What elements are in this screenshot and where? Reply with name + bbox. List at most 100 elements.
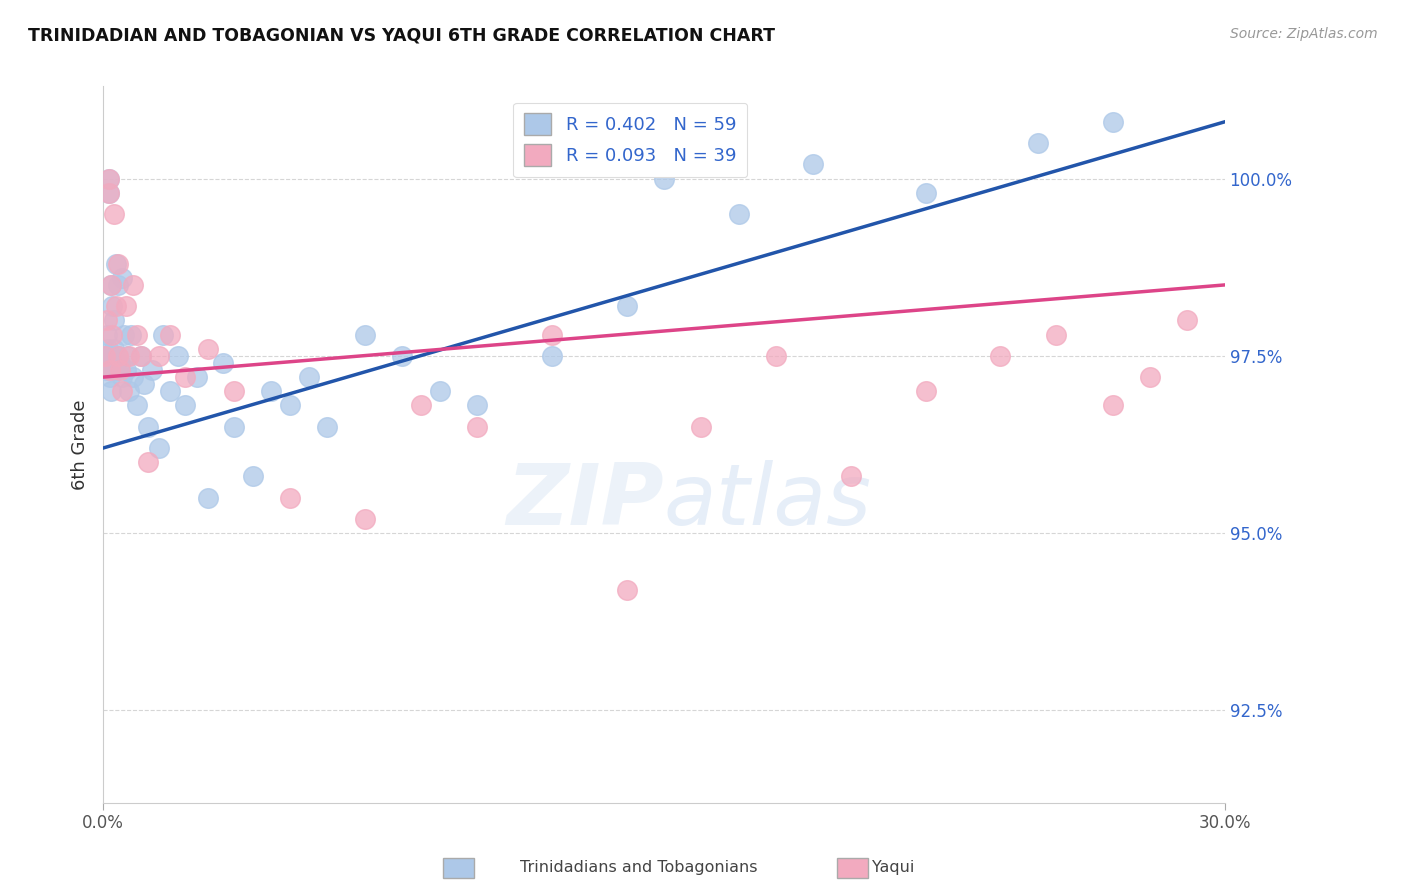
Point bbox=[429, 384, 451, 399]
Point bbox=[94, 349, 117, 363]
Point bbox=[914, 384, 936, 399]
Point bbox=[100, 349, 122, 363]
Point bbox=[540, 327, 562, 342]
Point bbox=[148, 349, 170, 363]
Point bbox=[100, 384, 122, 399]
Point bbox=[98, 363, 121, 377]
Point bbox=[103, 363, 125, 377]
Point bbox=[111, 370, 134, 384]
Point bbox=[107, 349, 129, 363]
Point bbox=[141, 363, 163, 377]
Point bbox=[96, 327, 118, 342]
Point bbox=[118, 349, 141, 363]
Point bbox=[98, 370, 121, 384]
Point bbox=[278, 491, 301, 505]
Point bbox=[353, 327, 375, 342]
Point bbox=[1175, 313, 1198, 327]
Point bbox=[174, 370, 197, 384]
Point bbox=[803, 157, 825, 171]
Point bbox=[159, 384, 181, 399]
Point bbox=[316, 419, 339, 434]
Point bbox=[167, 349, 190, 363]
Point bbox=[94, 349, 117, 363]
Point bbox=[94, 363, 117, 377]
Y-axis label: 6th Grade: 6th Grade bbox=[72, 400, 89, 490]
Point bbox=[652, 171, 675, 186]
Point bbox=[129, 349, 152, 363]
Point bbox=[136, 419, 159, 434]
Point bbox=[222, 419, 245, 434]
Point bbox=[117, 349, 139, 363]
Point bbox=[690, 419, 713, 434]
Legend: R = 0.402   N = 59, R = 0.093   N = 39: R = 0.402 N = 59, R = 0.093 N = 39 bbox=[513, 103, 747, 178]
Text: Trinidadians and Tobagonians: Trinidadians and Tobagonians bbox=[520, 861, 758, 875]
Text: atlas: atlas bbox=[664, 460, 872, 543]
Point bbox=[105, 257, 128, 271]
Point bbox=[101, 356, 124, 370]
Point bbox=[211, 356, 233, 370]
Point bbox=[914, 186, 936, 200]
Point bbox=[97, 342, 120, 356]
Point bbox=[105, 299, 128, 313]
Text: Source: ZipAtlas.com: Source: ZipAtlas.com bbox=[1230, 27, 1378, 41]
Point bbox=[97, 171, 120, 186]
Point bbox=[765, 349, 787, 363]
Point bbox=[174, 399, 197, 413]
Point bbox=[125, 399, 148, 413]
Point bbox=[100, 277, 122, 292]
Point bbox=[111, 384, 134, 399]
Point bbox=[103, 207, 125, 221]
Point bbox=[97, 171, 120, 186]
Point bbox=[125, 327, 148, 342]
Point bbox=[186, 370, 208, 384]
Point bbox=[101, 327, 124, 342]
Point bbox=[148, 441, 170, 455]
Point bbox=[108, 363, 131, 377]
Point bbox=[260, 384, 283, 399]
Point bbox=[465, 419, 488, 434]
Point bbox=[298, 370, 321, 384]
Point bbox=[159, 327, 181, 342]
Point bbox=[111, 270, 134, 285]
Point bbox=[465, 399, 488, 413]
Point bbox=[100, 277, 122, 292]
Point bbox=[107, 257, 129, 271]
Point bbox=[616, 299, 638, 313]
Point bbox=[616, 582, 638, 597]
Point bbox=[1139, 370, 1161, 384]
Point bbox=[108, 356, 131, 370]
Point bbox=[103, 313, 125, 327]
Point bbox=[242, 469, 264, 483]
Point bbox=[540, 349, 562, 363]
Text: Yaqui: Yaqui bbox=[872, 861, 914, 875]
Point bbox=[97, 186, 120, 200]
Point bbox=[197, 342, 219, 356]
Point bbox=[112, 327, 135, 342]
Point bbox=[391, 349, 413, 363]
Point bbox=[1026, 136, 1049, 150]
Point bbox=[114, 363, 136, 377]
Point bbox=[105, 363, 128, 377]
Point bbox=[129, 349, 152, 363]
Text: TRINIDADIAN AND TOBAGONIAN VS YAQUI 6TH GRADE CORRELATION CHART: TRINIDADIAN AND TOBAGONIAN VS YAQUI 6TH … bbox=[28, 27, 775, 45]
Point bbox=[1045, 327, 1067, 342]
Point bbox=[120, 327, 142, 342]
Point bbox=[222, 384, 245, 399]
Point bbox=[103, 342, 125, 356]
Point bbox=[134, 377, 156, 392]
Point bbox=[101, 299, 124, 313]
Point bbox=[118, 384, 141, 399]
Point bbox=[839, 469, 862, 483]
Point bbox=[1101, 399, 1123, 413]
Point bbox=[1101, 115, 1123, 129]
Point bbox=[727, 207, 749, 221]
Point bbox=[122, 277, 145, 292]
Point bbox=[990, 349, 1012, 363]
Point bbox=[122, 370, 145, 384]
Point bbox=[136, 455, 159, 469]
Point bbox=[197, 491, 219, 505]
Point bbox=[96, 313, 118, 327]
Point bbox=[278, 399, 301, 413]
Point bbox=[152, 327, 174, 342]
Text: ZIP: ZIP bbox=[506, 460, 664, 543]
